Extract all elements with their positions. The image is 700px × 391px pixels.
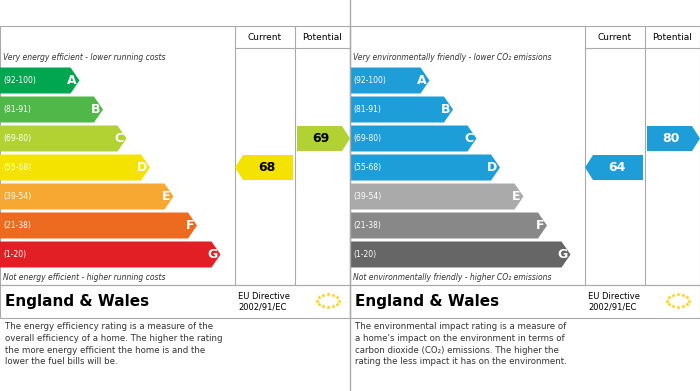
Polygon shape [585,155,643,180]
Text: F: F [186,219,194,232]
Text: 80: 80 [662,132,679,145]
Polygon shape [0,212,197,239]
Polygon shape [0,183,174,210]
Text: 69: 69 [312,132,329,145]
Polygon shape [0,242,220,267]
Text: G: G [557,248,568,261]
Text: Current: Current [598,32,632,41]
Text: England & Wales: England & Wales [5,294,149,309]
Polygon shape [350,242,570,267]
Text: D: D [136,161,147,174]
Text: Very energy efficient - lower running costs: Very energy efficient - lower running co… [3,52,165,61]
Text: The environmental impact rating is a measure of
a home's impact on the environme: The environmental impact rating is a mea… [355,322,567,366]
Text: A: A [417,74,426,87]
Text: England & Wales: England & Wales [355,294,499,309]
Text: (81-91): (81-91) [3,105,31,114]
Text: (69-80): (69-80) [353,134,381,143]
Polygon shape [0,154,150,181]
Text: (21-38): (21-38) [3,221,31,230]
Text: EU Directive
2002/91/EC: EU Directive 2002/91/EC [238,292,290,311]
Polygon shape [350,154,500,181]
Polygon shape [350,126,477,151]
Text: (39-54): (39-54) [353,192,382,201]
Polygon shape [297,126,350,151]
Text: F: F [536,219,544,232]
Text: 64: 64 [608,161,626,174]
Polygon shape [0,126,127,151]
Text: Environmental Impact (CO₂) Rating: Environmental Impact (CO₂) Rating [355,7,587,20]
Text: C: C [464,132,473,145]
Text: E: E [512,190,521,203]
Text: (55-68): (55-68) [3,163,31,172]
Text: (1-20): (1-20) [353,250,376,259]
Text: E: E [162,190,171,203]
Text: (69-80): (69-80) [3,134,31,143]
Text: Current: Current [248,32,282,41]
Polygon shape [350,183,524,210]
Polygon shape [350,212,547,239]
Text: Not environmentally friendly - higher CO₂ emissions: Not environmentally friendly - higher CO… [353,273,552,282]
Text: B: B [440,103,450,116]
Text: G: G [207,248,218,261]
Text: The energy efficiency rating is a measure of the
overall efficiency of a home. T: The energy efficiency rating is a measur… [5,322,223,366]
Text: Potential: Potential [302,32,342,41]
Text: A: A [67,74,76,87]
Text: (92-100): (92-100) [3,76,36,85]
Text: (81-91): (81-91) [353,105,381,114]
Text: Very environmentally friendly - lower CO₂ emissions: Very environmentally friendly - lower CO… [353,52,552,61]
Polygon shape [0,97,103,122]
Text: Energy Efficiency Rating: Energy Efficiency Rating [6,7,168,20]
Text: (21-38): (21-38) [353,221,381,230]
Polygon shape [350,68,430,93]
Text: (92-100): (92-100) [353,76,386,85]
Text: (55-68): (55-68) [353,163,381,172]
Polygon shape [235,155,293,180]
Polygon shape [647,126,700,151]
Text: EU Directive
2002/91/EC: EU Directive 2002/91/EC [588,292,640,311]
Text: 68: 68 [258,161,276,174]
Text: C: C [114,132,123,145]
Text: Potential: Potential [652,32,692,41]
Text: D: D [486,161,497,174]
Polygon shape [350,97,453,122]
Text: Not energy efficient - higher running costs: Not energy efficient - higher running co… [3,273,165,282]
Polygon shape [0,68,80,93]
Text: (39-54): (39-54) [3,192,31,201]
Text: (1-20): (1-20) [3,250,26,259]
Text: B: B [90,103,100,116]
